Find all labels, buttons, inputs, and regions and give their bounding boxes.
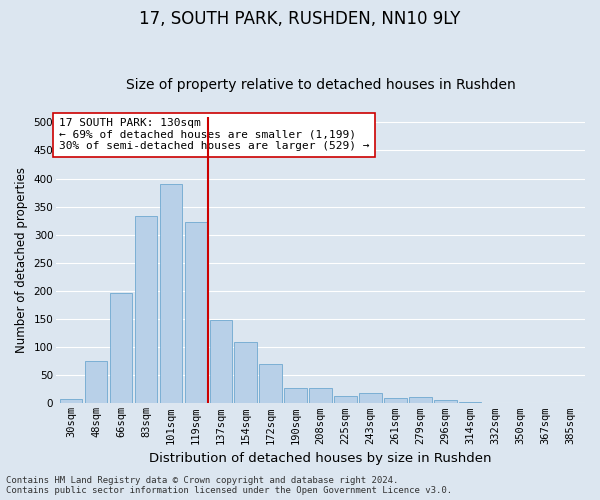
Bar	[235, 342, 257, 404]
Bar	[110, 292, 132, 404]
Bar	[259, 364, 282, 404]
Bar	[134, 216, 157, 404]
Bar	[459, 402, 481, 404]
Bar	[60, 399, 82, 404]
X-axis label: Distribution of detached houses by size in Rushden: Distribution of detached houses by size …	[149, 452, 492, 465]
Y-axis label: Number of detached properties: Number of detached properties	[15, 167, 28, 353]
Bar	[310, 388, 332, 404]
Bar	[409, 397, 431, 404]
Text: 17, SOUTH PARK, RUSHDEN, NN10 9LY: 17, SOUTH PARK, RUSHDEN, NN10 9LY	[139, 10, 461, 28]
Bar	[85, 361, 107, 404]
Text: Contains HM Land Registry data © Crown copyright and database right 2024.
Contai: Contains HM Land Registry data © Crown c…	[6, 476, 452, 495]
Bar	[359, 394, 382, 404]
Bar	[160, 184, 182, 404]
Bar	[559, 403, 581, 404]
Bar	[434, 400, 457, 404]
Title: Size of property relative to detached houses in Rushden: Size of property relative to detached ho…	[125, 78, 515, 92]
Bar	[334, 396, 357, 404]
Bar	[209, 320, 232, 404]
Bar	[284, 388, 307, 404]
Bar	[484, 403, 506, 404]
Bar	[384, 398, 407, 404]
Bar	[185, 222, 207, 404]
Text: 17 SOUTH PARK: 130sqm
← 69% of detached houses are smaller (1,199)
30% of semi-d: 17 SOUTH PARK: 130sqm ← 69% of detached …	[59, 118, 369, 152]
Bar	[534, 403, 556, 404]
